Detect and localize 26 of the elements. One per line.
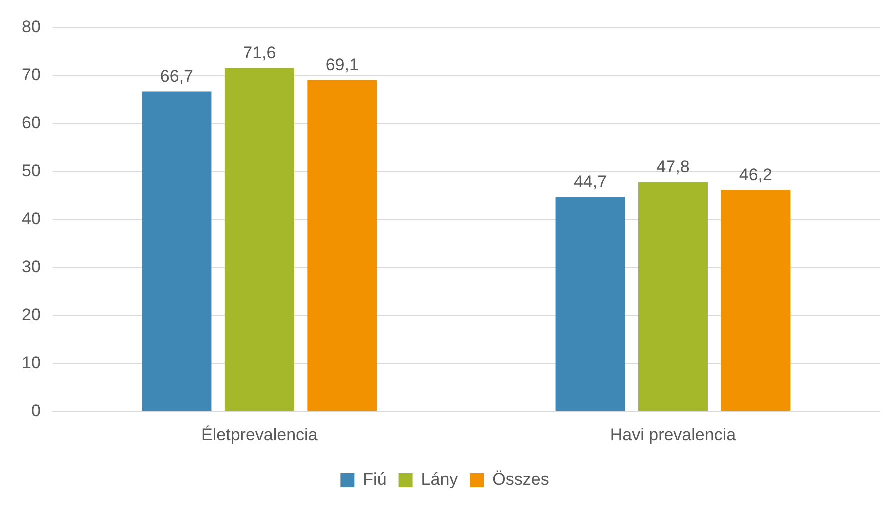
bar xyxy=(142,92,212,412)
data-label: 71,6 xyxy=(243,43,276,62)
y-tick-label: 0 xyxy=(31,401,41,420)
y-tick-label: 20 xyxy=(22,305,41,324)
bar xyxy=(638,182,708,412)
data-label: 66,7 xyxy=(160,66,194,86)
y-tick-label: 50 xyxy=(22,162,41,181)
y-tick-label: 60 xyxy=(22,114,41,133)
y-tick-label: 80 xyxy=(22,18,41,37)
y-tick-label: 30 xyxy=(22,257,41,276)
data-label: 47,8 xyxy=(656,158,690,177)
bar xyxy=(308,80,378,412)
legend-label: Fiú xyxy=(363,470,387,490)
y-tick-label: 40 xyxy=(22,209,41,228)
x-tick-label: Életprevalencia xyxy=(202,425,318,444)
data-label: 44,7 xyxy=(574,172,608,192)
legend-label: Lány xyxy=(421,470,459,490)
y-tick-label: 70 xyxy=(22,66,41,85)
data-label: 69,1 xyxy=(326,55,359,74)
bar xyxy=(224,68,294,412)
bar xyxy=(721,190,791,412)
legend-label: Összes xyxy=(492,470,550,490)
bar xyxy=(556,197,626,412)
y-tick-label: 10 xyxy=(22,353,41,372)
x-tick-label: Havi prevalencia xyxy=(610,425,737,444)
data-label: 46,2 xyxy=(739,165,772,184)
